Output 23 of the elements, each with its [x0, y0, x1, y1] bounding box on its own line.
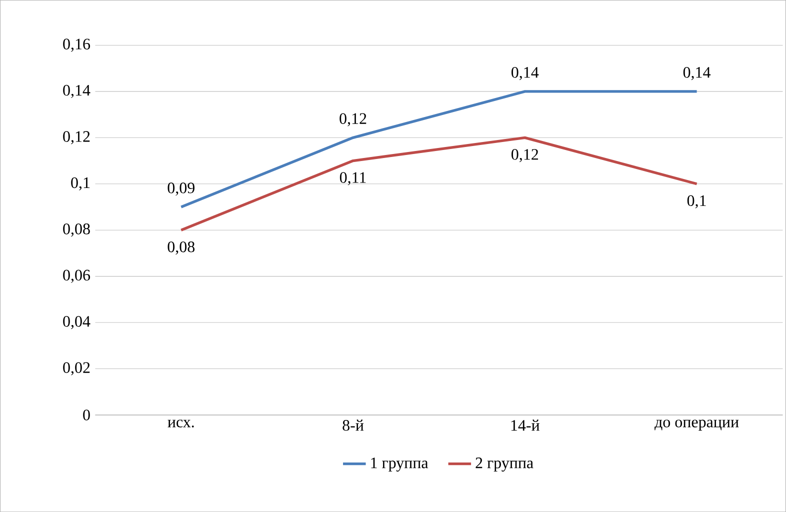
data-label: 0,09: [168, 182, 194, 196]
y-tick-label: 0,04: [63, 316, 90, 330]
x-tick-label: до операции: [654, 420, 739, 431]
y-tick-label: 0: [83, 409, 90, 420]
y-tick-label: 0,08: [63, 223, 90, 237]
data-label: 0,14: [683, 66, 711, 80]
legend-label: 2 группа: [476, 457, 534, 472]
legend-label: 1 группа: [371, 457, 428, 472]
y-tick-label: 0,14: [63, 84, 90, 98]
y-tick-label: 0,06: [63, 270, 90, 283]
y-tick-label: 0,02: [63, 362, 90, 376]
data-label: 0,08: [168, 241, 195, 254]
x-tick-label: исх.: [168, 420, 194, 428]
y-tick-label: 0,1: [71, 177, 90, 190]
data-label: 0,1: [687, 195, 706, 208]
y-tick-label: 0,12: [63, 131, 90, 144]
x-tick-label: 14-й: [511, 420, 540, 431]
data-label: 0,12: [512, 148, 538, 162]
x-tick-label: 8-й: [342, 420, 364, 431]
data-label: 0,12: [340, 113, 366, 126]
y-tick-label: 0,16: [63, 38, 90, 52]
data-label: 0,14: [512, 66, 539, 80]
data-label: 0,11: [340, 172, 366, 186]
